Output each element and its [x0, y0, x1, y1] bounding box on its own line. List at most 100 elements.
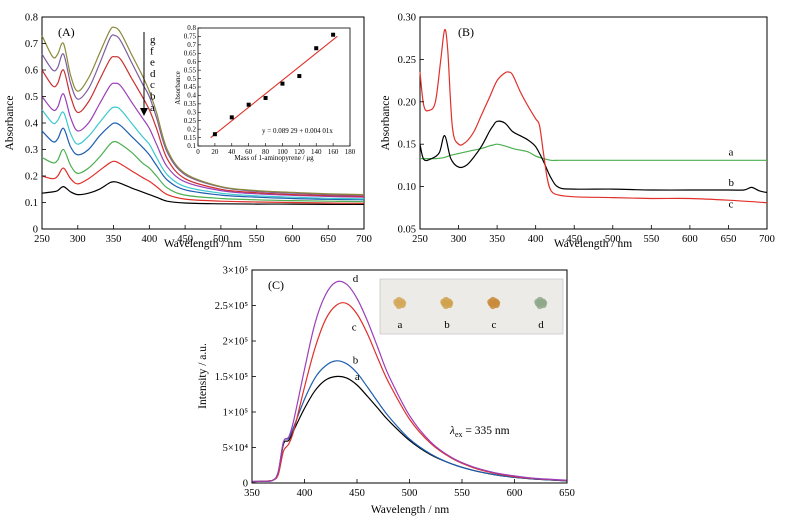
inset-x-tick-label: 20 — [211, 148, 219, 156]
panel-b-ylabel: Absorbance — [380, 96, 392, 151]
x-tick-label: 300 — [70, 234, 86, 245]
y-tick-label: 0.1 — [25, 198, 38, 209]
photo-label-d: d — [538, 319, 544, 331]
series-line-g — [41, 55, 365, 197]
y-tick-label: 0.15 — [398, 140, 416, 151]
inset-y-tick-label: 0.2 — [187, 125, 196, 133]
series-line-c — [41, 140, 365, 203]
inset-x-tick-label: 140 — [311, 148, 322, 156]
series-line-a — [41, 181, 364, 206]
panel-b: 0.05 0.10 0.15 0.20 0.25 0.30 250 300 350 400 450… — [380, 13, 775, 251]
y-tick-label: 0.25 — [398, 55, 416, 66]
inset-data-point — [314, 46, 319, 51]
curve-label-c: c — [352, 321, 357, 333]
x-tick-label: 600 — [285, 234, 301, 245]
x-tick-label: 250 — [412, 234, 428, 245]
x-tick-label: 600 — [507, 488, 523, 499]
x-tick-label: 550 — [454, 488, 470, 499]
y-tick-label: 0.3 — [25, 145, 38, 156]
photo-background — [379, 278, 564, 335]
inset-ylabel: Absorbance — [174, 71, 182, 104]
x-tick-label: 650 — [320, 234, 336, 245]
panel-c-photo-inset: a b c d — [379, 278, 564, 335]
y-tick-label: 2×10⁵ — [223, 337, 249, 348]
sample-powder — [492, 298, 500, 305]
x-tick-label: 500 — [605, 234, 621, 245]
panel-c-label: (C) — [268, 278, 284, 292]
inset-y-tick-label: 0.75 — [184, 33, 197, 41]
photo-label-c: c — [492, 319, 497, 331]
inset-y-tick-label: 0.1 — [187, 142, 196, 150]
inset-x-tick-label: 40 — [228, 148, 236, 156]
x-tick-label: 700 — [759, 234, 775, 245]
annotation-symbol: λ — [449, 425, 455, 437]
series-line-c — [251, 302, 568, 483]
y-tick-label: 0 — [33, 225, 38, 236]
series-line-f — [41, 82, 365, 198]
panel-b-label: (B) — [458, 25, 474, 39]
x-tick-label: 300 — [451, 234, 467, 245]
y-tick-label: 2.5×10⁵ — [215, 301, 249, 312]
panel-c-ylabel: Intensity / a.u. — [197, 343, 209, 409]
inset-data-point — [229, 115, 234, 120]
panel-a-arrow-head — [140, 108, 148, 116]
sample-powder — [445, 298, 453, 305]
y-tick-label: 1.5×10⁵ — [215, 372, 249, 383]
x-tick-label: 650 — [721, 234, 737, 245]
inset-x-tick-label: 100 — [277, 148, 288, 156]
panel-c-xlabel: Wavelength / nm — [371, 504, 449, 516]
inset-data-point — [212, 132, 217, 137]
y-tick-label: 0.30 — [398, 13, 416, 24]
y-tick-label: 0.4 — [25, 119, 39, 130]
x-tick-label: 700 — [356, 234, 372, 245]
x-tick-label: 400 — [528, 234, 544, 245]
curve-label-c: c — [150, 79, 155, 91]
y-tick-label: 3×10⁵ — [223, 266, 249, 277]
inset-data-point — [263, 95, 268, 100]
inset-x-tick-label: 60 — [245, 148, 253, 156]
x-tick-label: 500 — [402, 488, 418, 499]
x-tick-label: 400 — [297, 488, 313, 499]
panel-c-annotation: λex = 335 nm — [449, 425, 510, 439]
inset-x-tick-label: 180 — [345, 148, 356, 156]
series-line-i — [41, 26, 365, 196]
inset-y-tick-label: 0.25 — [184, 117, 197, 125]
inset-data-point — [280, 81, 285, 86]
curve-label-a: a — [355, 371, 360, 383]
series-line-h — [41, 34, 365, 196]
annotation-text: = 335 nm — [463, 425, 510, 437]
curve-label-b: b — [728, 177, 734, 189]
x-tick-label: 400 — [141, 234, 157, 245]
y-tick-label: 0.20 — [398, 97, 416, 108]
y-tick-label: 0.2 — [25, 172, 38, 183]
series-line-d — [251, 280, 568, 483]
y-tick-label: 0.10 — [398, 182, 416, 193]
inset-y-tick-label: 0.6 — [187, 58, 196, 66]
y-tick-label: 0.7 — [25, 39, 38, 50]
curve-label-a: a — [150, 102, 155, 114]
curve-label-d: d — [150, 68, 156, 80]
annotation-sub: ex — [455, 430, 463, 439]
inset-y-tick-label: 0.5 — [187, 75, 196, 83]
x-tick-label: 450 — [177, 234, 193, 245]
inset-x-tick-label: 160 — [328, 148, 339, 156]
series-line-b — [419, 120, 768, 194]
inset-x-tick-label: 0 — [196, 148, 200, 156]
panel-b-xlabel: Wavelength / nm — [554, 238, 632, 250]
inset-data-point — [331, 32, 336, 37]
y-tick-label: 0.8 — [25, 13, 38, 24]
inset-y-tick-label: 0.35 — [184, 100, 197, 108]
y-tick-label: 5×10⁴ — [223, 443, 249, 454]
inset-x-tick-label: 120 — [294, 148, 305, 156]
panel-a-label: (A) — [58, 25, 75, 39]
inset-fit-equation: y = 0.089 29 + 0.004 01x — [262, 127, 333, 135]
series-line-a — [420, 143, 767, 162]
panel-a: 00.10.20.30.40.50.60.70.8 250 300 350 400 45… — [4, 13, 372, 251]
curve-label-e: e — [150, 57, 155, 69]
series-line-b — [41, 160, 365, 204]
y-tick-label: 0.5 — [25, 92, 38, 103]
inset-data-point — [246, 102, 251, 107]
inset-y-tick-label: 0.65 — [184, 49, 197, 57]
sample-powder — [398, 298, 406, 305]
inset-fit-line — [210, 35, 338, 139]
